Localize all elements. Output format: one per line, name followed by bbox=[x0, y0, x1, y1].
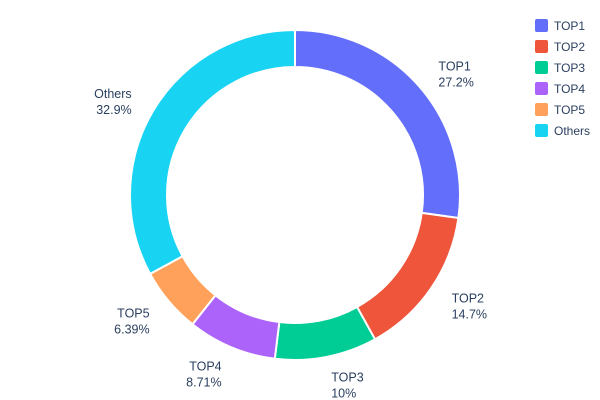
legend-item-top1[interactable]: TOP1 bbox=[534, 18, 590, 33]
legend-label-top3: TOP3 bbox=[553, 60, 586, 75]
legend-swatch-top1 bbox=[534, 19, 548, 32]
legend-item-top3[interactable]: TOP3 bbox=[534, 60, 590, 75]
pie-slice-top3[interactable] bbox=[273, 305, 377, 361]
chart-legend: TOP1 TOP2 TOP3 TOP4 TOP5 Others bbox=[534, 18, 590, 138]
legend-swatch-top2 bbox=[534, 40, 548, 53]
slice-label-top2: TOP2 14.7% bbox=[452, 292, 487, 322]
pie-slice-top1[interactable] bbox=[294, 28, 461, 220]
legend-label-others: Others bbox=[553, 123, 590, 138]
legend-label-top1: TOP1 bbox=[553, 18, 586, 33]
legend-item-top2[interactable]: TOP2 bbox=[534, 39, 590, 54]
pie-slice-others[interactable] bbox=[129, 28, 296, 276]
legend-label-top5: TOP5 bbox=[553, 102, 586, 117]
slice-label-top4: TOP4 8.71% bbox=[186, 359, 222, 389]
slice-label-others: Others 32.9% bbox=[94, 87, 132, 117]
legend-item-top5[interactable]: TOP5 bbox=[534, 102, 590, 117]
legend-item-top4[interactable]: TOP4 bbox=[534, 81, 590, 96]
legend-swatch-top5 bbox=[534, 103, 548, 116]
slice-label-top1: TOP1 27.2% bbox=[438, 59, 473, 89]
legend-swatch-others bbox=[534, 124, 548, 137]
pie-slice-top2[interactable] bbox=[355, 211, 460, 341]
legend-item-others[interactable]: Others bbox=[534, 123, 590, 138]
slice-label-top5: TOP5 6.39% bbox=[114, 306, 150, 336]
legend-swatch-top3 bbox=[534, 61, 548, 74]
slice-label-top3: TOP3 10% bbox=[331, 371, 363, 400]
legend-swatch-top4 bbox=[534, 82, 548, 95]
legend-label-top4: TOP4 bbox=[553, 81, 586, 96]
legend-label-top2: TOP2 bbox=[553, 39, 586, 54]
